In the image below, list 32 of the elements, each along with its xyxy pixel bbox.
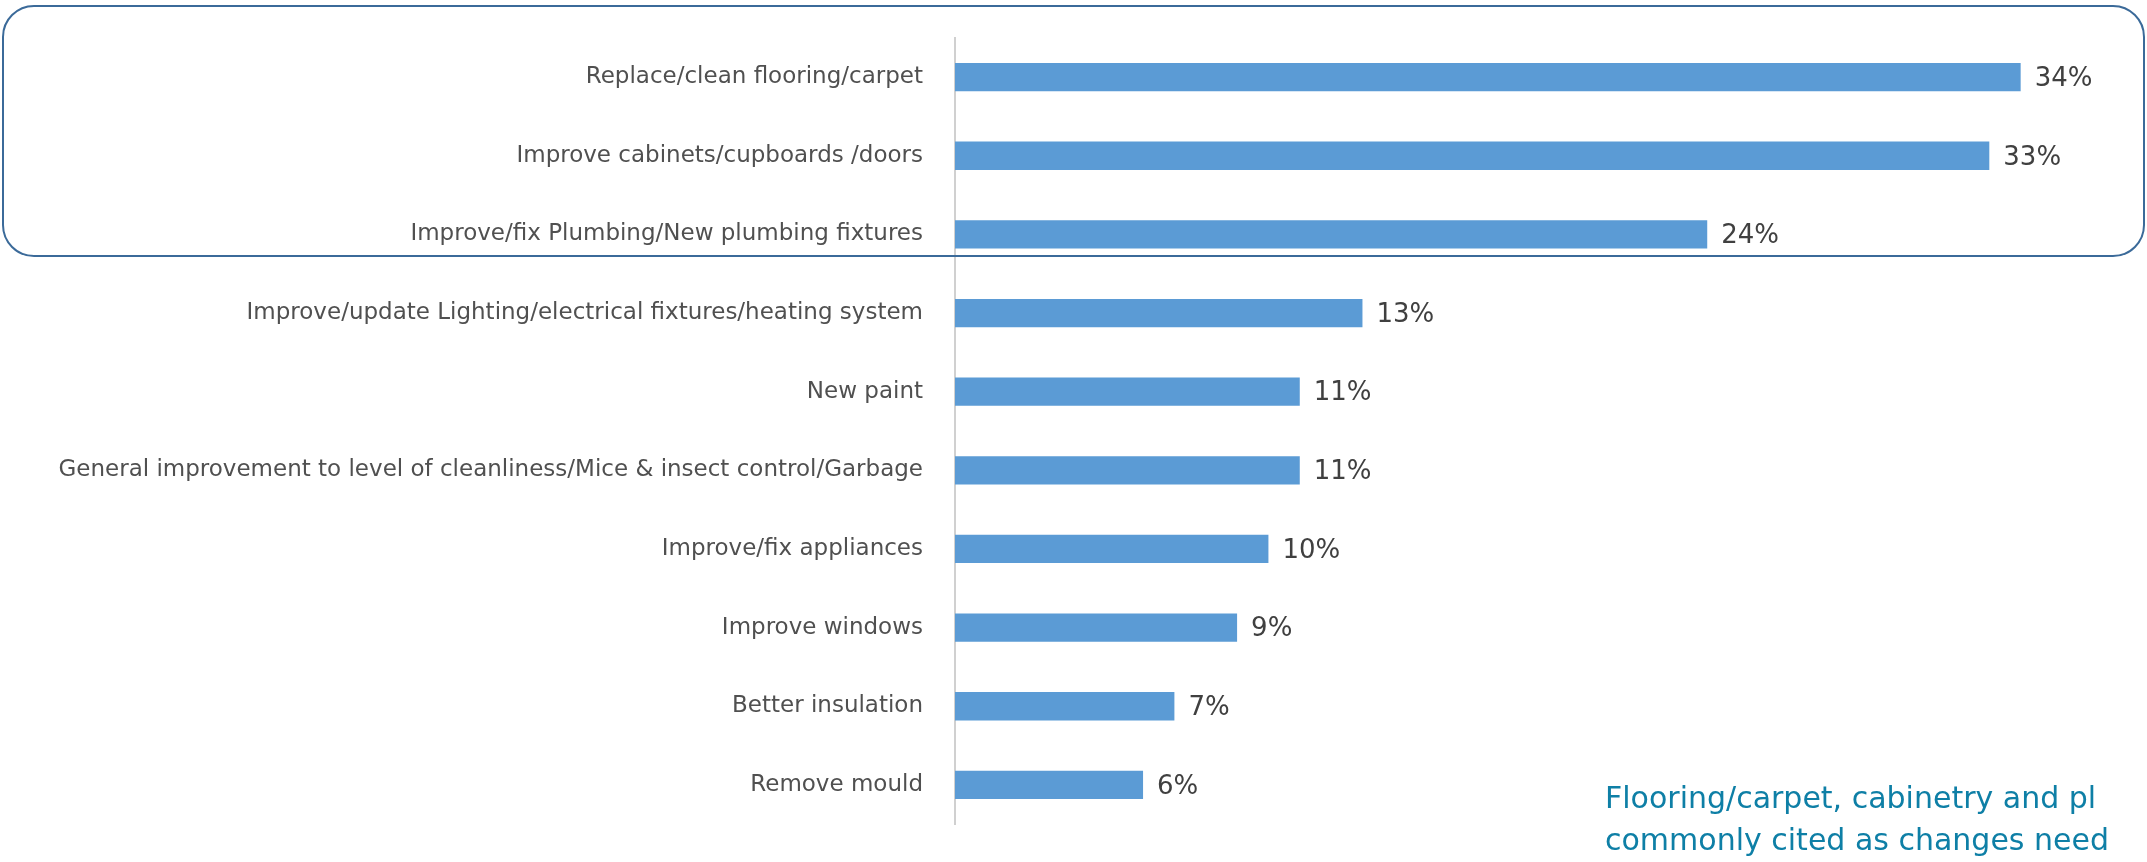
- y-tick-label: Better insulation: [732, 691, 923, 718]
- data-label: 24%: [1721, 219, 1780, 250]
- y-tick-label: Improve/fix appliances: [661, 533, 923, 560]
- data-label: 9%: [1251, 612, 1293, 643]
- bar: [955, 456, 1300, 485]
- y-tick-label: New paint: [806, 376, 923, 403]
- y-tick-label: General improvement to level of cleanliness/Mice & insect control/Garbage: [58, 455, 923, 482]
- y-tick-label: Improve/fix Plumbing/New plumbing fixtures: [410, 219, 923, 246]
- bar: [955, 220, 1708, 249]
- y-tick-label: Improve/update Lighting/electrical fixtures/heating system: [246, 298, 923, 325]
- bar: [955, 770, 1144, 800]
- bar: [955, 534, 1269, 564]
- data-label: 13%: [1376, 297, 1435, 328]
- annotation: commonly cited as changes need: [1605, 822, 2110, 857]
- y-tick-label: Replace/clean flooring/carpet: [585, 62, 923, 89]
- data-label: 33%: [2003, 140, 2062, 171]
- data-label: 34%: [2034, 61, 2093, 92]
- data-label: 10%: [1282, 533, 1341, 564]
- data-label: 11%: [1313, 455, 1372, 486]
- annotation: Flooring/carpet, cabinetry and pl: [1605, 780, 2097, 815]
- bar: [955, 141, 1990, 170]
- bar: [955, 613, 1238, 642]
- bar: [955, 692, 1175, 721]
- y-tick-label: Improve cabinets/cupboards /doors: [516, 140, 923, 167]
- data-label: 6%: [1157, 769, 1199, 800]
- bar: [955, 62, 2021, 92]
- data-label: 7%: [1188, 690, 1230, 721]
- bar: [955, 298, 1363, 328]
- bar: [955, 377, 1300, 406]
- y-tick-label: Remove mould: [750, 769, 923, 796]
- y-tick-label: Improve windows: [721, 612, 923, 639]
- data-label: 11%: [1313, 376, 1372, 407]
